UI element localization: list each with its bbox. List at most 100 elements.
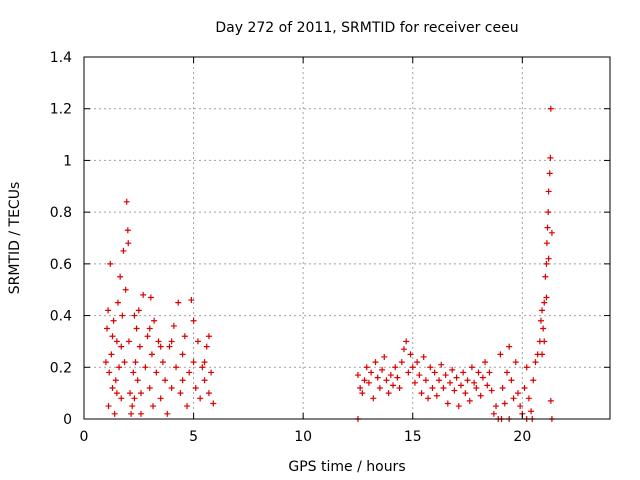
data-point: [457, 382, 464, 389]
data-point: [104, 325, 111, 332]
data-point: [471, 379, 478, 386]
data-point: [102, 359, 109, 366]
data-point: [120, 247, 127, 254]
data-point: [545, 188, 552, 195]
plot-frame: [83, 56, 611, 420]
data-point: [130, 369, 137, 376]
data-point: [359, 390, 366, 397]
chart-title: Day 272 of 2011, SRMTID for receiver cee…: [215, 20, 518, 36]
data-point: [403, 338, 410, 345]
data-point: [510, 395, 517, 402]
data-point: [201, 359, 208, 366]
data-point: [466, 397, 473, 404]
data-point: [438, 361, 445, 368]
data-point: [425, 395, 432, 402]
data-point: [447, 379, 454, 386]
data-point: [442, 372, 449, 379]
data-point: [162, 377, 169, 384]
data-point: [125, 240, 132, 247]
data-point: [383, 377, 390, 384]
data-point: [493, 403, 500, 410]
data-point: [468, 364, 475, 371]
data-point: [118, 395, 125, 402]
data-point: [411, 379, 418, 386]
data-point: [539, 351, 546, 358]
data-point: [528, 408, 535, 415]
data-point: [525, 395, 532, 402]
y-tick-label: 1.4: [50, 50, 72, 66]
data-point: [134, 377, 141, 384]
data-point: [396, 384, 403, 391]
data-point: [482, 359, 489, 366]
data-point: [541, 299, 548, 306]
data-point: [203, 343, 210, 350]
data-point: [181, 333, 188, 340]
ticks: 0 5 10 15 20 0 0.2 0.4 0.6 0.8 1 1.2 1.4: [50, 50, 610, 445]
data-point: [545, 209, 552, 216]
data-point: [147, 294, 154, 301]
data-point: [106, 369, 113, 376]
data-point: [109, 333, 116, 340]
data-point: [112, 377, 119, 384]
data-point: [379, 366, 386, 373]
data-point: [105, 307, 112, 314]
data-point: [543, 260, 550, 267]
data-point: [175, 299, 182, 306]
data-point: [168, 338, 175, 345]
data-point: [433, 392, 440, 399]
data-point: [132, 359, 139, 366]
data-point: [440, 384, 447, 391]
data-point: [157, 395, 164, 402]
data-point: [490, 410, 497, 417]
data-point: [205, 333, 212, 340]
data-point: [146, 384, 153, 391]
y-axis-label: SRMTID / TECUs: [7, 182, 23, 295]
data-point: [119, 312, 126, 319]
data-point: [201, 377, 208, 384]
data-point: [543, 240, 550, 247]
data-point: [121, 359, 128, 366]
data-point: [114, 299, 121, 306]
data-point: [113, 338, 120, 345]
data-point: [473, 384, 480, 391]
data-point: [385, 390, 392, 397]
data-point: [166, 343, 173, 350]
data-point: [506, 343, 513, 350]
data-point: [390, 382, 397, 389]
data-point: [363, 364, 370, 371]
data-point: [451, 387, 458, 394]
data-point: [142, 364, 149, 371]
data-point: [436, 377, 443, 384]
x-tick-label: 15: [404, 429, 422, 445]
data-point: [370, 395, 377, 402]
data-point: [131, 395, 138, 402]
data-point: [544, 224, 551, 231]
data-point: [124, 227, 131, 234]
data-point: [108, 351, 115, 358]
data-point: [155, 338, 162, 345]
data-point: [133, 325, 140, 332]
data-point: [128, 410, 135, 417]
x-axis-label: GPS time / hours: [288, 459, 405, 475]
data-point: [542, 273, 549, 280]
data-point: [194, 338, 201, 345]
data-point: [151, 317, 158, 324]
data-point: [113, 390, 120, 397]
data-point: [464, 377, 471, 384]
data-point: [392, 364, 399, 371]
data-point: [116, 364, 123, 371]
data-point: [517, 403, 524, 410]
data-point: [210, 400, 217, 407]
data-point: [146, 325, 153, 332]
data-point: [137, 410, 144, 417]
data-point: [477, 392, 484, 399]
data-point: [144, 333, 151, 340]
data-point: [488, 387, 495, 394]
data-point: [184, 403, 191, 410]
data-point: [190, 359, 197, 366]
data-point: [453, 374, 460, 381]
data-point: [508, 377, 515, 384]
data-point: [400, 346, 407, 353]
data-point: [431, 369, 438, 376]
data-point: [357, 384, 364, 391]
